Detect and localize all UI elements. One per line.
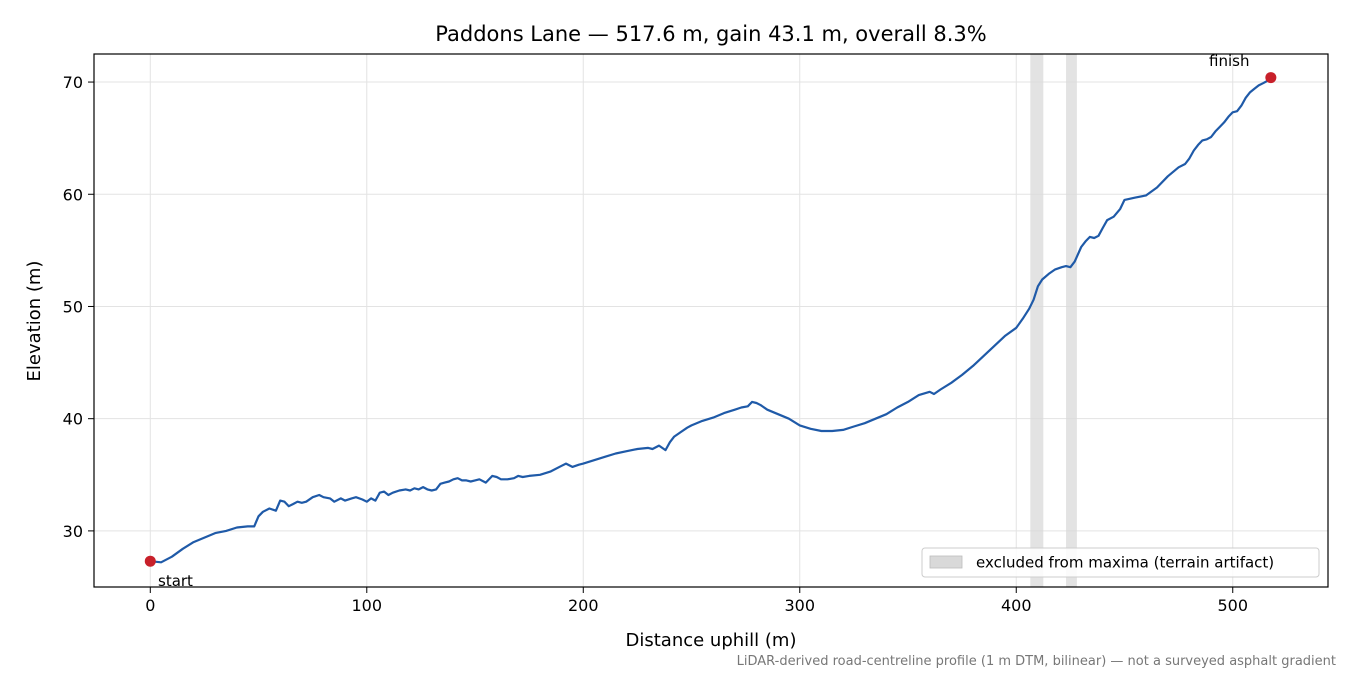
axis-ticks: 0 100 200 300 400 500 30 40 50 60 70 xyxy=(63,73,1248,615)
x-tick-label: 0 xyxy=(145,596,155,615)
series-layer xyxy=(149,76,1272,564)
x-tick-label: 400 xyxy=(1001,596,1032,615)
legend-swatch xyxy=(929,555,963,569)
finish-label: finish xyxy=(1209,52,1249,70)
x-tick-label: 300 xyxy=(784,596,815,615)
legend-entry-label: excluded from maxima (terrain artifact) xyxy=(976,554,1274,572)
y-tick-label: 50 xyxy=(63,297,83,316)
endpoint-markers xyxy=(144,72,1277,567)
plot-frame xyxy=(93,53,1329,588)
y-tick-label: 40 xyxy=(63,410,83,429)
gridlines xyxy=(94,54,1328,587)
y-tick-label: 30 xyxy=(63,522,83,541)
excluded-bands xyxy=(1030,54,1077,587)
x-tick-label: 200 xyxy=(568,596,599,615)
y-tick-label: 70 xyxy=(63,73,83,92)
excluded-band xyxy=(1066,54,1077,587)
x-tick-label: 100 xyxy=(352,596,383,615)
footnote: LiDAR-derived road-centreline profile (1… xyxy=(737,654,1336,669)
start-marker xyxy=(144,555,156,567)
start-label: start xyxy=(158,572,193,590)
chart-title: Paddons Lane — 517.6 m, gain 43.1 m, ove… xyxy=(435,22,986,46)
elevation-profile-line xyxy=(149,76,1272,564)
legend: excluded from maxima (terrain artifact) xyxy=(921,547,1320,578)
x-tick-label: 500 xyxy=(1217,596,1248,615)
y-axis-label: Elevation (m) xyxy=(24,261,45,382)
legend-box xyxy=(921,547,1320,578)
x-axis-label: Distance uphill (m) xyxy=(626,630,797,651)
y-tick-label: 60 xyxy=(63,185,83,204)
finish-marker xyxy=(1265,72,1277,84)
excluded-band xyxy=(1030,54,1044,587)
